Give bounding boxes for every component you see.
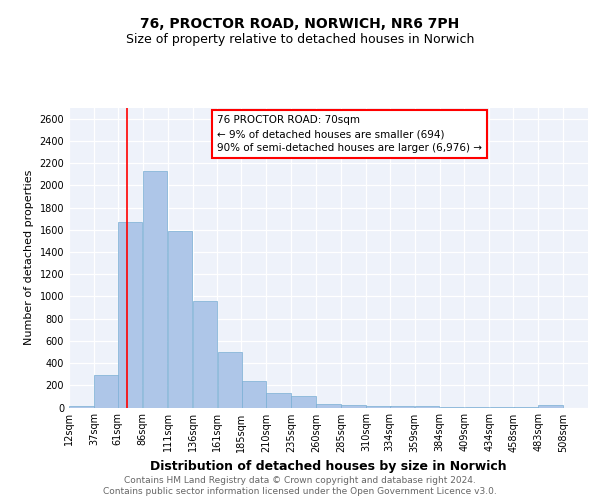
Bar xyxy=(465,407,489,408)
Bar xyxy=(193,301,217,408)
Text: 76, PROCTOR ROAD, NORWICH, NR6 7PH: 76, PROCTOR ROAD, NORWICH, NR6 7PH xyxy=(140,18,460,32)
Bar xyxy=(490,407,514,408)
Bar xyxy=(341,406,365,407)
Bar xyxy=(366,406,391,407)
Text: Contains HM Land Registry data © Crown copyright and database right 2024.: Contains HM Land Registry data © Crown c… xyxy=(124,476,476,485)
Bar xyxy=(292,396,316,407)
Bar xyxy=(242,381,266,407)
Bar xyxy=(69,406,94,408)
Bar xyxy=(440,406,464,408)
Bar xyxy=(218,352,242,408)
Text: Size of property relative to detached houses in Norwich: Size of property relative to detached ho… xyxy=(126,32,474,46)
Bar xyxy=(316,404,341,407)
Bar xyxy=(390,406,415,407)
Bar xyxy=(415,406,439,408)
Bar xyxy=(94,376,119,408)
Y-axis label: Number of detached properties: Number of detached properties xyxy=(24,170,34,345)
Bar xyxy=(514,407,538,408)
X-axis label: Distribution of detached houses by size in Norwich: Distribution of detached houses by size … xyxy=(150,460,507,473)
Text: 76 PROCTOR ROAD: 70sqm
← 9% of detached houses are smaller (694)
90% of semi-det: 76 PROCTOR ROAD: 70sqm ← 9% of detached … xyxy=(217,115,482,153)
Bar xyxy=(266,393,291,407)
Bar xyxy=(143,171,167,408)
Bar xyxy=(168,231,192,408)
Text: Contains public sector information licensed under the Open Government Licence v3: Contains public sector information licen… xyxy=(103,487,497,496)
Bar xyxy=(538,406,563,407)
Bar xyxy=(118,222,142,408)
